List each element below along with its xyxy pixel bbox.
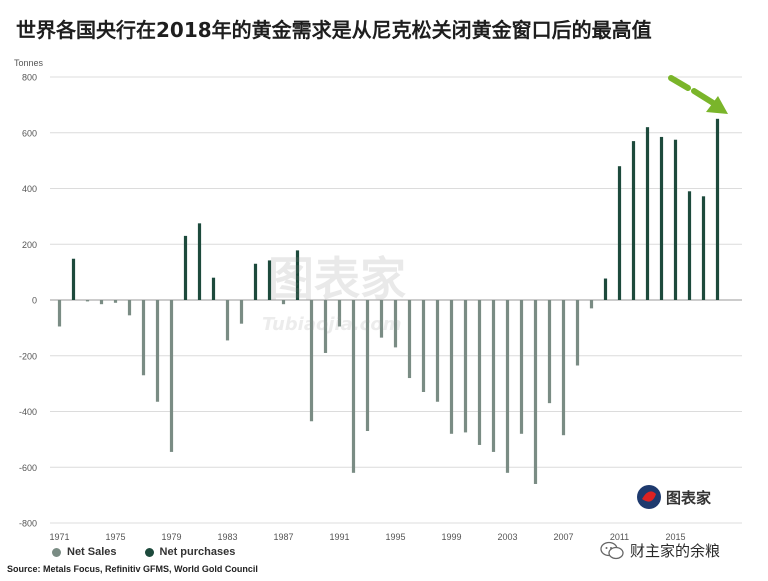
bar-2008 <box>575 300 580 366</box>
bar-2014 <box>659 136 664 300</box>
x-tick-label: 1995 <box>385 532 405 542</box>
svg-text:图表家: 图表家 <box>268 252 406 306</box>
legend-swatch-sales <box>52 547 61 557</box>
bar-2004 <box>519 300 524 434</box>
bar-2001 <box>477 300 482 445</box>
bar-2009 <box>589 300 594 309</box>
svg-text:Tubiaojia.com: Tubiaojia.com <box>262 314 401 335</box>
bar-2016 <box>687 191 692 300</box>
y-tick-label: -400 <box>19 407 37 417</box>
bar-1972 <box>71 258 76 300</box>
bar-1993 <box>365 300 370 432</box>
bar-1984 <box>239 300 244 324</box>
bar-2007 <box>561 300 566 436</box>
bar-2005 <box>533 300 538 484</box>
x-tick-label: 1999 <box>441 532 461 542</box>
bar-1991 <box>337 300 342 327</box>
wechat-icon <box>600 541 624 559</box>
x-tick-label: 1975 <box>105 532 125 542</box>
wechat-watermark: 财主家的余粮 <box>600 540 720 561</box>
y-tick-label: -200 <box>19 351 37 361</box>
bar-2002 <box>491 300 496 452</box>
bar-2000 <box>463 300 468 433</box>
brand-logo-icon <box>637 485 661 509</box>
y-axis-unit-label: Tonnes <box>14 58 44 68</box>
y-tick-label: 600 <box>22 128 37 138</box>
bar-1977 <box>141 300 146 376</box>
y-axis-tick-labels: -800 -600 -400 -200 0 200 400 600 800 <box>19 73 37 529</box>
x-tick-label: 1971 <box>49 532 69 542</box>
bar-1983 <box>225 300 230 341</box>
green-arrow-annotation <box>668 75 728 114</box>
bar-2006 <box>547 300 552 404</box>
y-tick-label: 0 <box>32 296 37 306</box>
bar-1990 <box>323 300 328 353</box>
y-tick-label: 800 <box>22 73 37 83</box>
bar-1979 <box>169 300 174 452</box>
wechat-account-name: 财主家的余粮 <box>630 542 721 560</box>
bar-1974 <box>99 300 104 305</box>
bar-1997 <box>421 300 426 392</box>
x-tick-label: 1987 <box>273 532 293 542</box>
y-tick-label: -600 <box>19 463 37 473</box>
x-tick-label: 2003 <box>497 532 517 542</box>
bar-1985 <box>253 263 258 300</box>
x-tick-label: 1983 <box>217 532 237 542</box>
y-tick-label: 400 <box>22 184 37 194</box>
bar-2015 <box>673 139 678 300</box>
x-tick-label: 1991 <box>329 532 349 542</box>
center-watermark: 图表家 Tubiaojia.com <box>262 252 406 335</box>
legend-label-sales: Net Sales <box>67 546 117 558</box>
bar-1992 <box>351 300 356 473</box>
bar-1971 <box>57 300 62 327</box>
brand-logo-text: 图表家 <box>666 488 712 507</box>
bar-1986 <box>267 260 272 300</box>
x-tick-label: 2015 <box>665 532 685 542</box>
x-tick-label: 2007 <box>553 532 573 542</box>
bar-2012 <box>631 141 636 300</box>
legend-swatch-purchases <box>144 547 154 557</box>
x-axis-tick-labels: 1971 1975 1979 1983 1987 1991 1995 1999 2003 2007… <box>49 532 685 542</box>
bar-1980 <box>183 235 188 300</box>
bar-1973 <box>85 300 90 302</box>
x-tick-label: 1979 <box>161 532 181 542</box>
bar-1987 <box>281 300 286 305</box>
x-tick-label: 2011 <box>610 532 629 542</box>
legend-label-purchases: Net purchases <box>159 546 236 558</box>
gridlines <box>50 76 742 524</box>
bar-1994 <box>379 300 384 338</box>
brand-logo: 图表家 <box>636 484 711 510</box>
legend-item-purchases: Net purchases <box>144 546 236 558</box>
bar-1988 <box>295 250 300 300</box>
bar-2011 <box>617 166 622 300</box>
bar-2018 <box>715 118 720 300</box>
bars <box>57 118 720 484</box>
bar-2010 <box>603 278 608 300</box>
bar-2003 <box>505 300 510 473</box>
legend-item-sales: Net Sales <box>52 546 117 558</box>
y-tick-label: -800 <box>19 519 37 529</box>
legend: Net Sales Net purchases <box>52 546 257 558</box>
bar-1981 <box>197 223 202 300</box>
bar-1995 <box>393 300 398 348</box>
bar-1998 <box>435 300 440 402</box>
bar-1975 <box>113 300 118 303</box>
bar-1976 <box>127 300 132 316</box>
bar-1999 <box>449 300 454 434</box>
source-note: Source: Metals Focus, Refinitiv GFMS, Wo… <box>7 564 258 574</box>
bar-1996 <box>407 300 412 379</box>
bar-2017 <box>701 196 706 300</box>
bar-1989 <box>309 300 314 422</box>
chart-title: 世界各国央行在2018年的黄金需求是从尼克松关闭黄金窗口后的最高值 <box>16 18 652 42</box>
bar-1982 <box>211 277 216 300</box>
y-tick-label: 200 <box>22 240 37 250</box>
bar-2013 <box>645 127 650 300</box>
bar-1978 <box>155 300 160 402</box>
